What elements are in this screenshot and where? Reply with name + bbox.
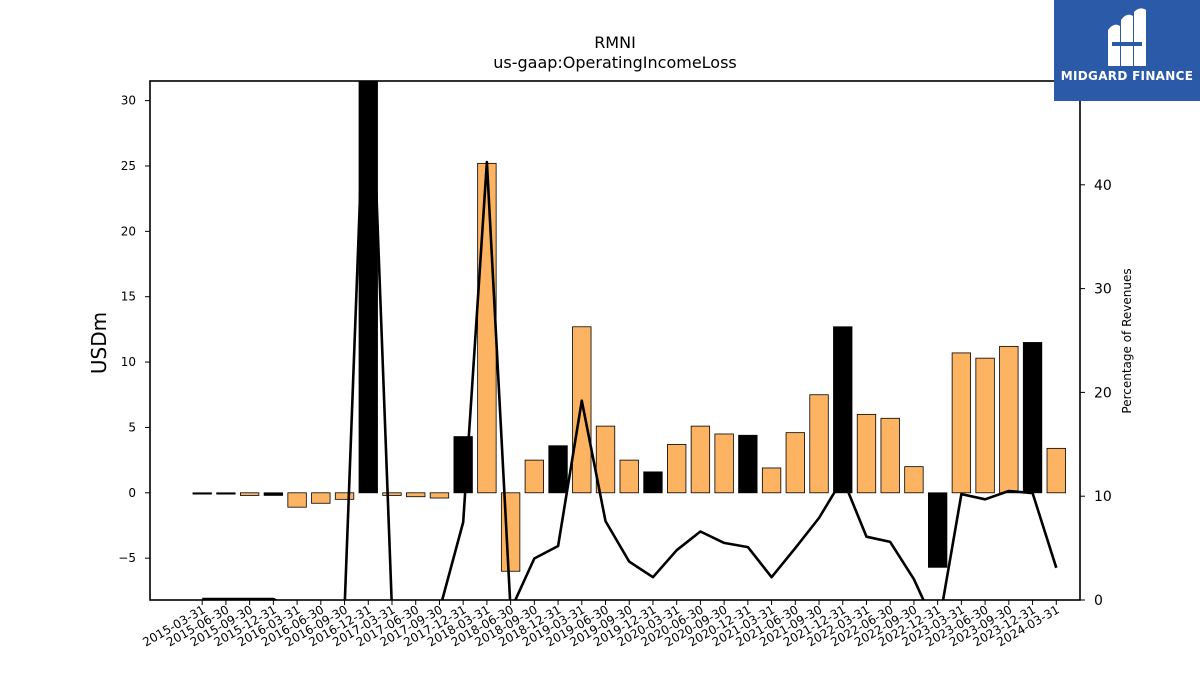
bar-2015-03-31 bbox=[192, 492, 212, 495]
y-tick-label: 25 bbox=[121, 159, 136, 173]
bar-2022-03-31 bbox=[856, 413, 877, 494]
bar-2021-03-31 bbox=[761, 467, 782, 494]
bar-2022-06-30 bbox=[880, 417, 900, 494]
bar-2019-12-31 bbox=[643, 471, 663, 494]
y2-axis-label: Percentage of Revenues bbox=[1120, 268, 1134, 414]
bar-2016-06-30 bbox=[311, 492, 331, 504]
logo-mark-icon bbox=[1108, 8, 1146, 67]
chart-title: RMNI bbox=[594, 33, 636, 52]
bar-2023-06-30 bbox=[975, 357, 995, 494]
bar-2017-06-30 bbox=[406, 492, 426, 498]
y-tick-label: 5 bbox=[128, 420, 136, 434]
bar-2018-03-31 bbox=[477, 162, 497, 494]
bar-2019-09-30 bbox=[619, 459, 639, 494]
bar-2023-03-31 bbox=[951, 352, 972, 494]
bar-2021-06-30 bbox=[785, 432, 805, 494]
bar-2020-09-30 bbox=[714, 433, 734, 494]
bar-2019-06-30 bbox=[595, 425, 616, 494]
bar-2022-12-31 bbox=[928, 492, 948, 568]
bar-2018-12-31 bbox=[548, 445, 568, 494]
y-tick-label: 20 bbox=[121, 224, 136, 238]
logo-text: MIDGARD FINANCE bbox=[1060, 69, 1194, 83]
y-tick-label: 0 bbox=[128, 486, 136, 500]
bar-2017-03-31 bbox=[382, 492, 402, 496]
y2-tick-label: 30 bbox=[1094, 282, 1112, 298]
bar-2016-12-31 bbox=[358, 81, 378, 494]
series-line-percentage bbox=[202, 81, 1058, 600]
bar-2021-09-30 bbox=[809, 394, 829, 494]
bar-2024-03-31 bbox=[1046, 447, 1066, 494]
bar-2022-09-30 bbox=[904, 466, 924, 494]
bar-2016-03-31 bbox=[287, 492, 307, 508]
bar-2023-09-30 bbox=[999, 345, 1019, 494]
bar-2018-09-30 bbox=[524, 459, 544, 494]
y-tick-label: 30 bbox=[121, 94, 136, 108]
plot-frame bbox=[149, 80, 1081, 601]
y-tick-label: 10 bbox=[121, 355, 136, 369]
chart-subtitle: us-gaap:OperatingIncomeLoss bbox=[493, 53, 737, 72]
bar-2020-06-30 bbox=[690, 425, 711, 494]
brand-logo: MIDGARD FINANCE bbox=[1054, 0, 1200, 101]
bar-2015-09-30 bbox=[239, 492, 260, 496]
bar-2015-06-30 bbox=[216, 492, 236, 495]
bar-2019-03-31 bbox=[572, 326, 592, 494]
bar-2020-03-31 bbox=[667, 444, 687, 494]
y-tick-label: 15 bbox=[121, 290, 136, 304]
bar-2021-12-31 bbox=[833, 326, 853, 494]
bar-2017-12-31 bbox=[453, 436, 473, 494]
bar-2023-12-31 bbox=[1022, 342, 1043, 494]
y2-tick-label: 20 bbox=[1094, 385, 1112, 401]
bar-2016-09-30 bbox=[334, 492, 355, 500]
bar-2015-12-31 bbox=[263, 492, 284, 496]
y2-tick-label: 40 bbox=[1094, 178, 1112, 194]
bar-2017-09-30 bbox=[429, 492, 450, 499]
y-tick-label: −5 bbox=[118, 551, 136, 565]
bar-2020-12-31 bbox=[738, 434, 758, 494]
y-axis-label: USDm bbox=[87, 311, 111, 375]
y2-tick-label: 10 bbox=[1094, 489, 1112, 505]
y2-tick-label: 0 bbox=[1094, 593, 1103, 609]
